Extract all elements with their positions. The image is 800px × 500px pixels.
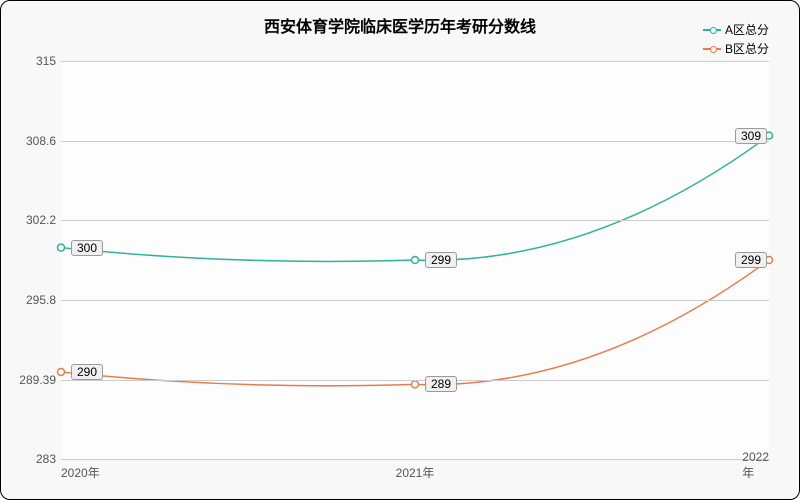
lines-svg [61, 61, 769, 459]
gridline [61, 61, 769, 62]
series-line [61, 260, 769, 386]
gridline [61, 220, 769, 221]
legend: A区总分 B区总分 [703, 21, 769, 59]
y-tick-label: 315 [6, 54, 56, 68]
legend-swatch-a [703, 29, 721, 31]
plot-area: 283289.39295.8302.2308.63152020年2021年202… [61, 61, 769, 459]
legend-item: B区总分 [703, 40, 769, 57]
gridline [61, 380, 769, 381]
gridline [61, 459, 769, 460]
series-line [61, 136, 769, 262]
data-label: 300 [71, 240, 103, 256]
data-marker [58, 244, 65, 251]
legend-label: B区总分 [725, 40, 769, 57]
chart-title: 西安体育学院临床医学历年考研分数线 [1, 13, 799, 37]
data-label: 299 [425, 252, 457, 268]
data-label: 289 [425, 376, 457, 392]
legend-label: A区总分 [725, 21, 769, 38]
data-label: 299 [735, 252, 767, 268]
data-marker [412, 381, 419, 388]
legend-swatch-b [703, 48, 721, 50]
data-label: 290 [71, 364, 103, 380]
legend-item: A区总分 [703, 21, 769, 38]
y-tick-label: 308.6 [6, 134, 56, 148]
x-tick-label: 2021年 [396, 464, 435, 481]
x-tick-label: 2020年 [61, 464, 100, 481]
gridline [61, 300, 769, 301]
y-tick-label: 289.39 [6, 373, 56, 387]
chart-container: 西安体育学院临床医学历年考研分数线 A区总分 B区总分 283289.39295… [0, 0, 800, 500]
y-tick-label: 283 [6, 452, 56, 466]
data-marker [58, 368, 65, 375]
data-label: 309 [735, 128, 767, 144]
data-marker [412, 257, 419, 264]
y-tick-label: 302.2 [6, 213, 56, 227]
gridline [61, 141, 769, 142]
x-tick-label: 2022年 [742, 450, 769, 481]
y-tick-label: 295.8 [6, 293, 56, 307]
